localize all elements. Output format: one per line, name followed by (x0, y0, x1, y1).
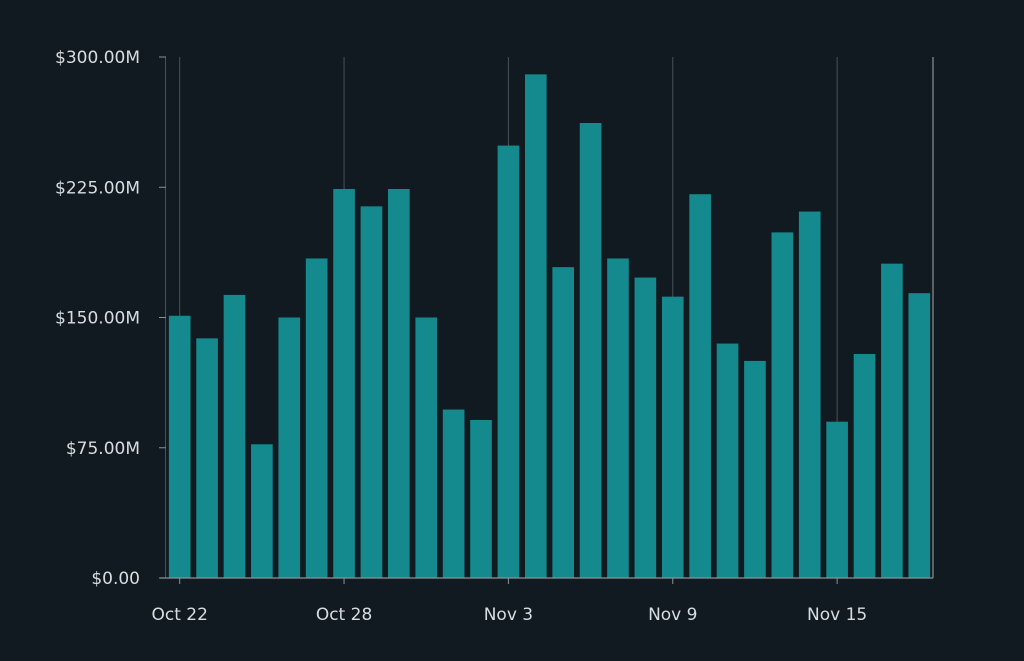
bar-27 (908, 293, 931, 578)
bar-layer (168, 74, 931, 579)
bar-4 (278, 317, 301, 578)
bar-8 (388, 188, 410, 578)
bar-6 (333, 188, 355, 578)
bar-25 (853, 353, 876, 578)
y-tick-label-2: $150.00M (55, 309, 140, 329)
bar-19 (689, 194, 711, 579)
bar-7 (360, 206, 383, 578)
y-tick-label-4: $300.00M (55, 48, 140, 68)
bar-3 (251, 444, 273, 578)
bar-24 (826, 421, 848, 578)
bar-17 (634, 277, 657, 578)
x-tick-label-1: Oct 28 (316, 605, 372, 625)
bar-20 (716, 343, 739, 578)
bar-11 (470, 419, 492, 578)
bar-13 (524, 74, 547, 578)
bar-23 (798, 211, 821, 578)
bar-21 (744, 360, 766, 578)
bar-12 (497, 145, 520, 578)
y-tick-label-1: $75.00M (66, 439, 140, 459)
bar-18 (661, 296, 684, 578)
x-tick-label-3: Nov 9 (648, 605, 697, 625)
bar-5 (305, 258, 328, 578)
y-tick-label-0: $0.00 (91, 569, 140, 589)
bar-14 (552, 267, 575, 578)
bar-2 (223, 294, 246, 578)
bar-26 (881, 263, 903, 578)
bar-10 (442, 409, 465, 578)
bar-9 (415, 317, 438, 578)
y-tick-label-3: $225.00M (55, 178, 140, 198)
bar-16 (607, 258, 629, 578)
x-tick-label-4: Nov 15 (807, 605, 867, 625)
x-tick-label-0: Oct 22 (151, 605, 207, 625)
bar-22 (771, 232, 794, 579)
x-tick-label-2: Nov 3 (484, 605, 533, 625)
bar-15 (579, 122, 602, 578)
bar-1 (196, 338, 218, 578)
label-layer: $0.00 $75.00M $150.00M $225.00M $300.00M Oct … (55, 48, 867, 625)
bar-0 (168, 315, 191, 578)
axis-layer (159, 56, 934, 584)
